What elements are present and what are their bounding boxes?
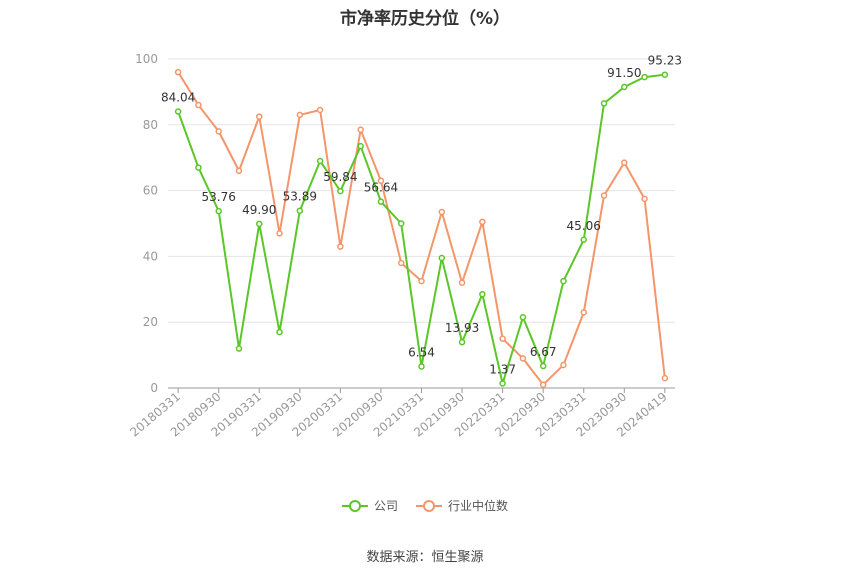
data-point-company [195, 164, 202, 171]
data-point-industry-median [641, 195, 648, 203]
data-point-company [600, 100, 608, 107]
data-point-industry-median [316, 106, 324, 114]
data-point-company [174, 108, 182, 115]
data-point-company [519, 314, 527, 321]
data-label: 95.23 [648, 54, 682, 68]
data-point-industry-median [377, 177, 385, 184]
data-point-company [621, 83, 628, 91]
data-point-industry-median [458, 279, 466, 286]
data-point-industry-median [337, 243, 344, 250]
data-label: 53.76 [202, 190, 236, 204]
data-point-industry-median [621, 159, 628, 166]
line-chart: 0204060801002018033120180930201903312019… [127, 52, 682, 440]
data-point-company [397, 220, 405, 227]
data-label: 53.89 [283, 190, 317, 204]
chart-legend: 公司 行业中位数 [0, 497, 850, 514]
data-point-industry-median [661, 374, 669, 382]
data-point-industry-median [519, 355, 527, 362]
y-tick-label: 0 [150, 381, 158, 395]
data-point-industry-median [438, 208, 446, 216]
data-label: 56.64 [364, 181, 398, 195]
data-point-company [357, 142, 364, 150]
data-point-company [479, 290, 486, 298]
data-point-company [641, 73, 648, 81]
y-tick-label: 80 [143, 118, 158, 132]
data-point-company [458, 338, 466, 346]
legend-item-company[interactable]: 公司 [341, 497, 398, 514]
data-point-industry-median [580, 309, 587, 316]
data-label: 49.90 [242, 203, 276, 217]
data-label: 6.67 [530, 345, 557, 359]
data-point-company [580, 236, 587, 244]
data-label: 84.04 [161, 91, 195, 105]
data-point-industry-median [560, 361, 567, 369]
data-point-company [661, 71, 669, 78]
data-point-industry-median [296, 111, 304, 119]
data-point-industry-median [600, 192, 608, 199]
legend-label-industry-median: 行业中位数 [448, 499, 509, 513]
data-point-company [316, 157, 324, 165]
legend-label-company: 公司 [373, 499, 398, 513]
data-point-industry-median [479, 218, 486, 226]
data-point-company [337, 187, 344, 195]
data-label: 13.93 [445, 321, 479, 335]
y-tick-label: 100 [135, 52, 158, 66]
data-point-industry-median [215, 128, 222, 135]
data-label: 45.06 [567, 219, 601, 233]
y-tick-label: 40 [143, 249, 158, 263]
data-point-industry-median [195, 101, 202, 109]
data-point-company [560, 277, 567, 285]
y-tick-label: 20 [143, 315, 158, 329]
data-point-industry-median [235, 167, 243, 175]
data-label: 6.54 [408, 345, 435, 359]
y-tick-label: 60 [143, 184, 158, 198]
data-point-industry-median [174, 68, 182, 76]
chart-title: 市净率历史分位（%） [339, 9, 511, 29]
legend-item-industry-median[interactable]: 行业中位数 [416, 497, 508, 514]
data-source: 数据来源：恒生聚源 [366, 550, 484, 565]
data-label: 91.50 [607, 66, 641, 80]
data-point-industry-median [539, 381, 547, 388]
data-point-company [438, 254, 446, 262]
data-point-industry-median [256, 113, 263, 120]
legend-swatch-industry-median [416, 499, 442, 513]
data-label: 59.84 [323, 170, 357, 184]
data-point-company [377, 198, 385, 205]
data-point-company [276, 328, 283, 336]
data-point-industry-median [276, 230, 283, 237]
data-point-industry-median [397, 259, 405, 267]
data-point-company [499, 380, 506, 387]
data-point-industry-median [499, 335, 506, 342]
data-point-company [235, 345, 243, 352]
data-point-company [256, 220, 263, 228]
data-point-company [418, 363, 425, 370]
data-point-company [296, 207, 304, 214]
data-point-company [539, 362, 547, 370]
legend-swatch-company [341, 499, 368, 513]
data-point-company [215, 207, 222, 215]
data-point-industry-median [357, 126, 364, 133]
data-label: 1.37 [489, 362, 516, 376]
data-point-industry-median [418, 277, 425, 285]
